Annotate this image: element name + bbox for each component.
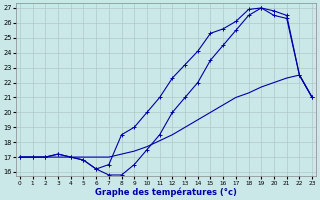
X-axis label: Graphe des températures (°c): Graphe des températures (°c) [95,187,237,197]
